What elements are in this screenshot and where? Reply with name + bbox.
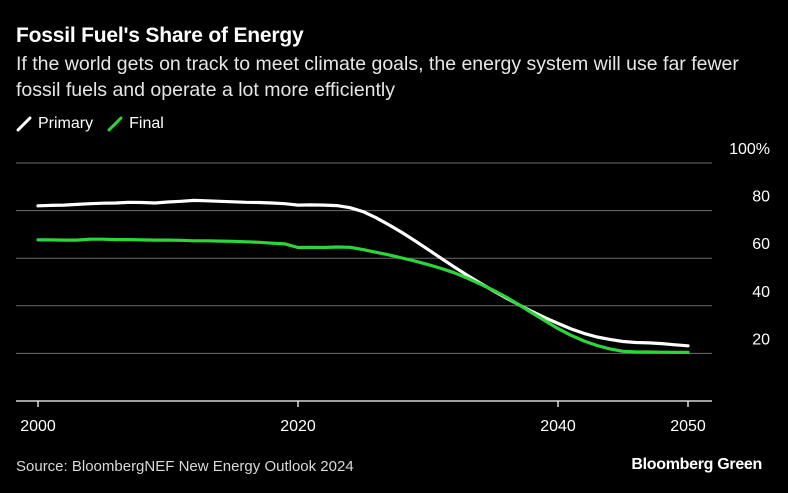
y-tick-label-80: 80 xyxy=(752,189,770,206)
y-tick-label-20: 20 xyxy=(752,331,770,348)
x-tick-label-2000: 2000 xyxy=(20,418,56,435)
chart-title: Fossil Fuel's Share of Energy xyxy=(16,24,304,47)
y-tick-label-60: 60 xyxy=(752,236,770,253)
x-tick-label-2020: 2020 xyxy=(280,418,316,435)
legend-line-icon-primary xyxy=(16,116,32,132)
legend-item-final: Final xyxy=(107,115,164,133)
brand-logo: Bloomberg Green xyxy=(631,456,762,473)
y-tick-label-100: 100% xyxy=(729,141,770,158)
series-line-primary xyxy=(36,198,690,348)
source-note: Source: BloombergNEF New Energy Outlook … xyxy=(16,458,354,475)
x-tick-label-2050: 2050 xyxy=(670,418,706,435)
legend-line-icon-final xyxy=(107,116,123,132)
chart-subtitle: If the world gets on track to meet clima… xyxy=(16,53,739,101)
legend-label-final: Final xyxy=(129,115,164,132)
x-tick-label-2040: 2040 xyxy=(540,418,576,435)
y-tick-label-40: 40 xyxy=(752,284,770,301)
legend-item-primary: Primary xyxy=(16,115,93,133)
legend-label-primary: Primary xyxy=(38,115,94,132)
chart-legend: Primary Final xyxy=(16,115,178,133)
series-line-final xyxy=(36,237,690,354)
